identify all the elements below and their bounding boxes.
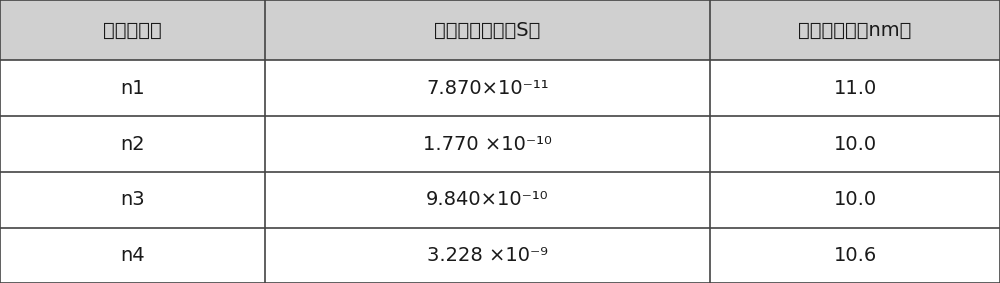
Text: 11.0: 11.0 (833, 79, 877, 98)
Bar (710, 172, 1000, 228)
Bar (265, 228, 710, 283)
Text: 10.6: 10.6 (833, 246, 877, 265)
Text: 10.0: 10.0 (833, 134, 877, 154)
Bar (710, 228, 1000, 283)
Text: 局域电导峰值（S）: 局域电导峰值（S） (434, 20, 541, 40)
Text: 量子阱编号: 量子阱编号 (103, 20, 162, 40)
Text: 电导半峰宽（nm）: 电导半峰宽（nm） (798, 20, 912, 40)
Bar (710, 0, 1000, 60)
Bar (0, 116, 265, 172)
Bar (0, 60, 265, 116)
Text: 3.228 ×10⁻⁹: 3.228 ×10⁻⁹ (427, 246, 548, 265)
Text: 10.0: 10.0 (833, 190, 877, 209)
Bar (265, 0, 710, 60)
Bar (265, 60, 710, 116)
Text: n3: n3 (120, 190, 145, 209)
Bar (710, 116, 1000, 172)
Text: n2: n2 (120, 134, 145, 154)
Bar (710, 60, 1000, 116)
Bar (0, 0, 265, 60)
Bar (0, 228, 265, 283)
Text: 7.870×10⁻¹¹: 7.870×10⁻¹¹ (426, 79, 549, 98)
Text: n1: n1 (120, 79, 145, 98)
Text: n4: n4 (120, 246, 145, 265)
Bar (265, 116, 710, 172)
Text: 1.770 ×10⁻¹⁰: 1.770 ×10⁻¹⁰ (423, 134, 552, 154)
Bar (265, 172, 710, 228)
Text: 9.840×10⁻¹⁰: 9.840×10⁻¹⁰ (426, 190, 549, 209)
Bar (0, 172, 265, 228)
